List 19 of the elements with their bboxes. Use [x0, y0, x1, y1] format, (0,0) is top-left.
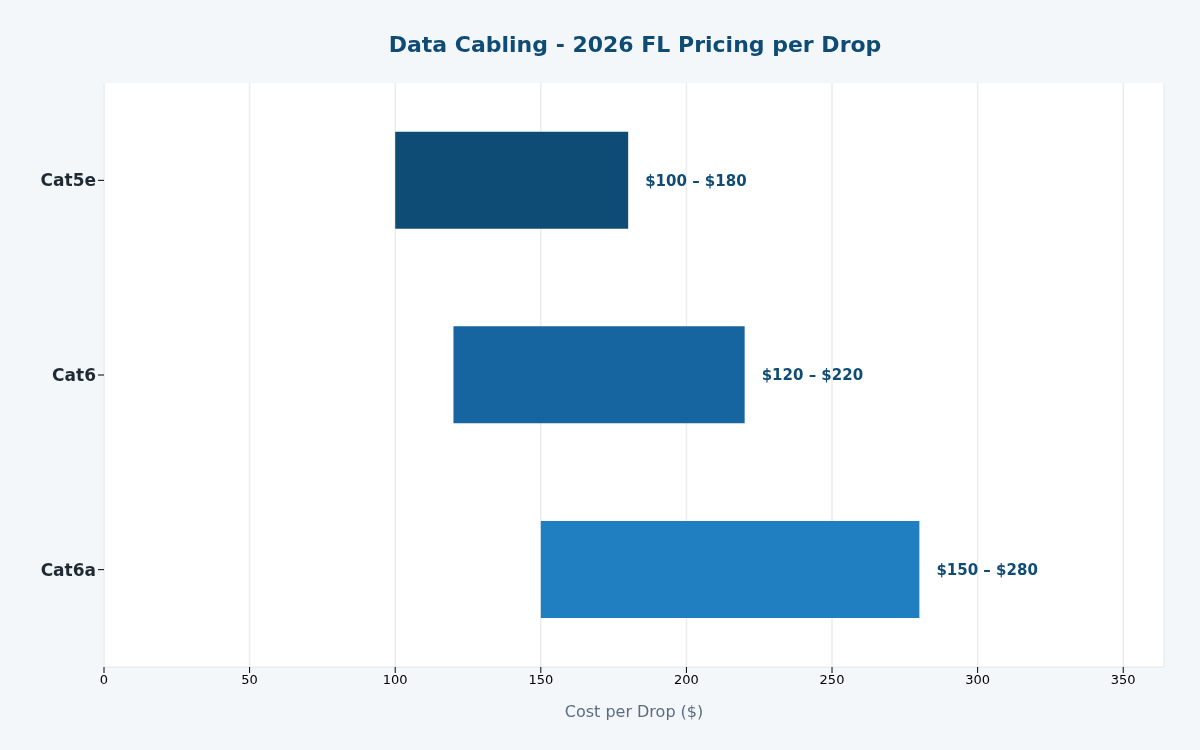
x-tick-label: 200 — [674, 672, 699, 688]
chart-title: Data Cabling - 2026 FL Pricing per Drop — [387, 32, 883, 57]
annotation: $150 – $280 — [936, 560, 1038, 579]
annotation: $100 – $180 — [645, 171, 747, 190]
x-tick-label: 150 — [528, 672, 554, 688]
x-tick-label: 250 — [819, 672, 845, 688]
bar — [540, 521, 920, 618]
y-tick-label: Cat6a — [40, 559, 96, 580]
x-tick-label: 100 — [382, 672, 408, 688]
x-tick-label: 50 — [241, 672, 258, 688]
bar — [395, 131, 629, 229]
x-axis-title: Cost per Drop ($) — [564, 702, 704, 721]
y-tick-label: Cat5e — [40, 170, 96, 191]
y-tick-label: Cat6 — [52, 365, 96, 386]
x-tick-label: 300 — [965, 672, 991, 688]
annotation: $120 – $220 — [761, 366, 864, 385]
bar — [453, 326, 745, 424]
x-tick-label: 0 — [99, 672, 109, 688]
x-tick-label: 350 — [1110, 672, 1136, 688]
